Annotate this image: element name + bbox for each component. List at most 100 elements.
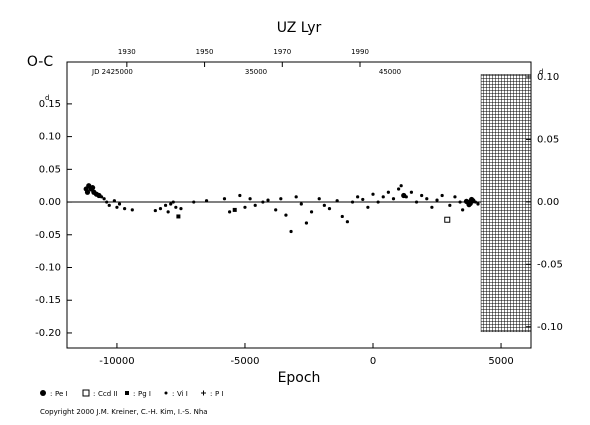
point — [366, 205, 370, 209]
point — [317, 197, 321, 201]
point — [253, 203, 257, 207]
y-tick-label: -0.05 — [35, 230, 61, 241]
point — [176, 214, 181, 219]
point — [105, 200, 109, 204]
point — [99, 195, 104, 199]
legend-symbol — [125, 391, 129, 395]
legend-colon: : — [133, 390, 135, 398]
point — [130, 208, 134, 212]
legend-symbol — [164, 391, 168, 395]
point — [356, 195, 360, 199]
legend-label: Vi I — [177, 390, 188, 398]
jd-label: 45000 — [379, 68, 401, 76]
point — [381, 195, 385, 199]
y-unit: d — [45, 94, 49, 102]
point — [435, 198, 439, 202]
y-tick-label: 0.10 — [39, 132, 61, 143]
point — [284, 213, 288, 217]
point — [192, 200, 196, 204]
point — [463, 198, 470, 205]
legend-colon: : — [93, 390, 95, 398]
point — [102, 197, 106, 201]
point — [266, 198, 270, 202]
x2-tick-label: 1930 — [118, 48, 136, 56]
point — [327, 206, 332, 211]
point — [299, 202, 303, 206]
legend-label: Ccd II — [98, 390, 118, 398]
x-tick-label: -5000 — [230, 356, 259, 367]
y2-tick-label: 0.00 — [537, 197, 559, 208]
point — [453, 195, 457, 199]
x2-tick-label: 1950 — [196, 48, 214, 56]
y2-tick-label: -0.05 — [537, 259, 563, 270]
y2-tick-label: 0.10 — [537, 72, 559, 83]
point — [248, 197, 252, 201]
y2-tick-label: -0.10 — [537, 322, 563, 333]
point — [322, 203, 326, 207]
legend-label: Pg I — [138, 390, 151, 398]
point — [166, 210, 170, 214]
x-tick-label: -10000 — [99, 356, 134, 367]
point — [243, 205, 247, 209]
y2-tick-label: 0.05 — [537, 134, 559, 145]
y-tick-label: 0.15 — [39, 99, 61, 110]
point — [304, 221, 309, 225]
point — [169, 202, 173, 206]
point — [90, 185, 96, 191]
point — [430, 205, 434, 209]
point — [84, 189, 91, 195]
point — [399, 184, 403, 188]
point — [261, 200, 265, 204]
y-tick-label: -0.15 — [35, 295, 61, 306]
point — [414, 200, 419, 204]
plot-frame — [66, 61, 532, 349]
point — [123, 206, 127, 211]
legend-symbol — [82, 389, 90, 397]
y-tick-label: -0.20 — [35, 328, 61, 339]
point — [404, 195, 408, 199]
legend-colon: : — [50, 390, 52, 398]
point — [294, 195, 298, 199]
point — [345, 220, 349, 224]
point — [444, 216, 451, 223]
legend-symbol — [201, 390, 206, 396]
point — [309, 210, 314, 214]
point — [440, 193, 444, 198]
point — [204, 199, 209, 203]
point — [115, 205, 119, 209]
point — [117, 202, 122, 206]
point — [274, 208, 278, 212]
point — [376, 200, 380, 204]
point — [238, 193, 242, 198]
point — [340, 214, 344, 219]
point — [232, 207, 237, 212]
point — [425, 197, 429, 201]
point — [371, 192, 375, 196]
y-tick-label: -0.10 — [35, 263, 61, 274]
point — [473, 200, 478, 204]
point — [158, 206, 163, 211]
point — [179, 206, 183, 211]
x2-tick-label: 1970 — [273, 48, 291, 56]
y-axis-label: O-C — [27, 54, 53, 70]
x-axis-label: Epoch — [278, 370, 321, 386]
point — [279, 197, 283, 201]
point — [163, 203, 168, 207]
point — [289, 229, 293, 234]
y-tick-label: 0.05 — [39, 164, 61, 175]
point — [458, 200, 462, 204]
legend-colon: : — [172, 390, 174, 398]
point — [153, 208, 157, 213]
point — [420, 193, 424, 198]
point — [107, 203, 111, 207]
point — [476, 202, 480, 206]
point — [222, 197, 227, 201]
shaded-region — [480, 74, 532, 333]
point — [335, 199, 339, 203]
point — [397, 187, 401, 191]
point — [228, 210, 232, 214]
chart-title: UZ Lyr — [277, 20, 322, 36]
point — [174, 205, 178, 209]
y-tick-label: 0.00 — [39, 197, 61, 208]
